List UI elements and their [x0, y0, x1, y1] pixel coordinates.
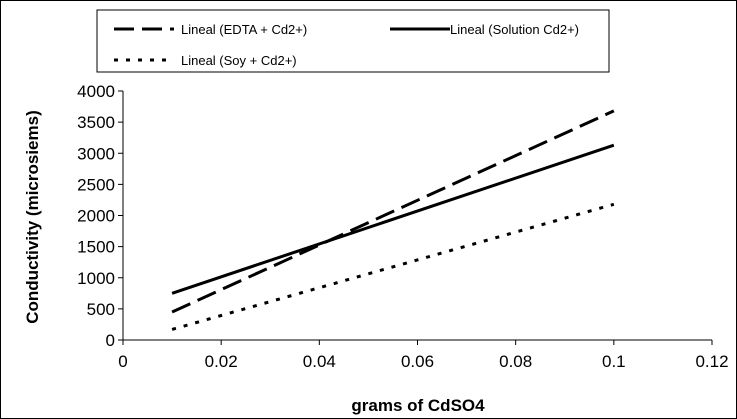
legend-box — [96, 9, 610, 73]
series-layer — [171, 109, 615, 331]
x-tick-label: 0.1 — [602, 352, 626, 371]
y-tick-label: 1500 — [77, 238, 115, 257]
series-line-solid — [171, 143, 615, 295]
y-tick-label: 3000 — [77, 144, 115, 163]
y-axis-title: Conductivity (microsiems) — [23, 110, 42, 324]
y-tick-label: 0 — [106, 331, 115, 350]
y-tick-label: 1000 — [77, 269, 115, 288]
x-tick-label: 0 — [118, 352, 127, 371]
axes: 0 500 1000 1500 2000 2500 3000 3500 4000 0 0.02 0.0… — [77, 82, 728, 371]
y-tick-label: 3500 — [77, 113, 115, 132]
y-tick-label: 4000 — [77, 82, 115, 101]
x-axis-title: grams of CdSO4 — [351, 396, 485, 415]
legend-label-edta: Lineal (EDTA + Cd2+) — [181, 22, 307, 37]
series-line-dashed — [171, 109, 615, 314]
x-tick-label: 0.02 — [205, 352, 238, 371]
x-tick-label: 0.06 — [401, 352, 434, 371]
legend: Lineal (EDTA + Cd2+) Lineal (Solution Cd… — [96, 9, 610, 73]
legend-label-solution: Lineal (Solution Cd2+) — [450, 22, 579, 37]
y-tick-label: 500 — [87, 300, 115, 319]
y-tick-label: 2000 — [77, 207, 115, 226]
legend-label-soy: Lineal (Soy + Cd2+) — [181, 53, 297, 68]
x-tick-label: 0.08 — [499, 352, 532, 371]
x-tick-label: 0.12 — [695, 352, 728, 371]
series-line-dotted — [171, 202, 615, 331]
x-tick-label: 0.04 — [303, 352, 336, 371]
y-tick-label: 2500 — [77, 175, 115, 194]
